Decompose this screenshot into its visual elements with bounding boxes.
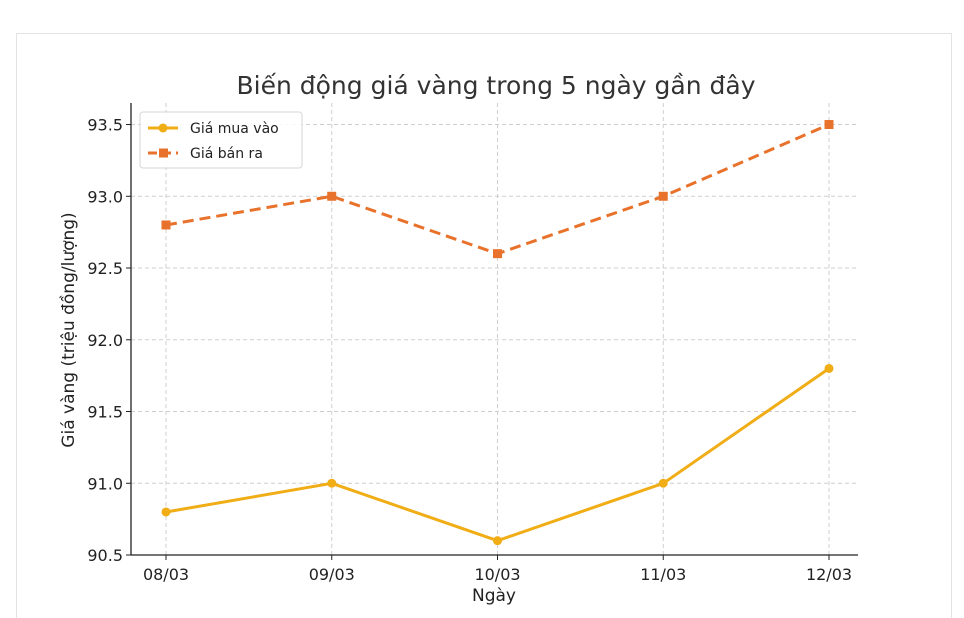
data-point-circle: [824, 363, 834, 373]
x-tick-label: 09/03: [309, 565, 355, 584]
x-tick-label: 11/03: [640, 565, 686, 584]
x-tick-label: 08/03: [143, 565, 189, 584]
data-point-square: [824, 120, 834, 130]
data-point-circle: [658, 478, 668, 488]
legend-marker-circle: [158, 123, 168, 133]
axes: [130, 103, 858, 556]
legend-label: Giá mua vào: [190, 121, 279, 137]
y-tick-label: 93.5: [87, 116, 123, 135]
legend-box: [139, 111, 303, 169]
y-tick-label: 92.0: [87, 331, 123, 350]
legend-marker-square: [159, 148, 168, 158]
y-axis-title: Giá vàng (triệu đồng/lượng): [58, 212, 79, 447]
x-tick-label: 10/03: [474, 565, 520, 584]
data-point-square: [658, 191, 668, 201]
data-point-circle: [327, 478, 337, 488]
y-tick-label: 91.5: [87, 403, 123, 422]
legend: Giá mua vào Giá bán ra: [139, 111, 303, 169]
y-tick-label: 91.0: [87, 474, 123, 493]
grid: [131, 103, 858, 556]
ticks: 90.5 91.0 91.5 92.0 92.5 93.0 93.5 08/03 09/03 10…: [87, 116, 852, 584]
data-point-square: [493, 249, 502, 259]
y-tick-label: 93.0: [87, 187, 123, 206]
series-group: [161, 120, 834, 546]
x-axis-title: Ngày: [472, 586, 516, 606]
y-tick-label: 90.5: [87, 546, 123, 565]
data-point-circle: [161, 507, 171, 517]
legend-label: Giá bán ra: [190, 146, 263, 162]
data-point-circle: [493, 536, 502, 546]
data-point-square: [161, 220, 171, 230]
chart-title: Biến động giá vàng trong 5 ngày gần đây: [236, 71, 755, 100]
x-tick-label: 12/03: [806, 565, 852, 584]
data-point-square: [327, 191, 337, 201]
y-tick-label: 92.5: [87, 259, 123, 278]
